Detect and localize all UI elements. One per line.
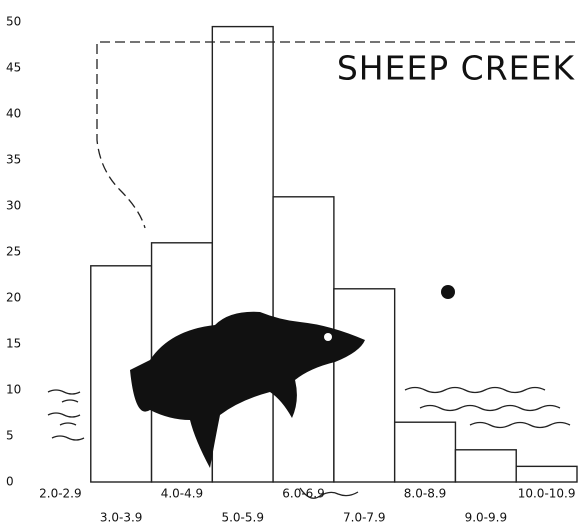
fish-eye (324, 333, 332, 341)
x-tick-label: 10.0-10.9 (518, 487, 576, 501)
y-tick-label: 15 (6, 337, 21, 351)
bar (334, 289, 395, 482)
y-tick-label: 10 (6, 383, 21, 397)
x-tick-label: 3.0-3.9 (100, 511, 143, 525)
bar (455, 450, 516, 482)
y-tick-label: 30 (6, 199, 21, 213)
x-tick-label: 6.0-6.9 (282, 487, 325, 501)
bar (516, 466, 577, 482)
x-tick-label: 7.0-7.9 (343, 511, 386, 525)
chart: SHEEP CREEK 0 5 10 15 20 25 30 35 40 45 50 2.0-2.9 3… (0, 0, 581, 531)
y-tick-label: 50 (6, 15, 21, 29)
y-tick-label: 5 (6, 429, 14, 443)
bar (395, 422, 456, 482)
y-tick-label: 20 (6, 291, 21, 305)
x-tick-label: 9.0-9.9 (465, 511, 508, 525)
y-tick-label: 35 (6, 153, 21, 167)
x-tick-label: 4.0-4.9 (161, 487, 204, 501)
x-tick-label: 2.0-2.9 (39, 487, 82, 501)
y-tick-label: 40 (6, 107, 21, 121)
x-tick-label: 5.0-5.9 (221, 511, 264, 525)
y-tick-label: 25 (6, 245, 21, 259)
y-tick-label: 45 (6, 61, 21, 75)
y-tick-label: 0 (6, 475, 14, 489)
chart-title: SHEEP CREEK (337, 49, 576, 88)
x-tick-label: 8.0-8.9 (404, 487, 447, 501)
